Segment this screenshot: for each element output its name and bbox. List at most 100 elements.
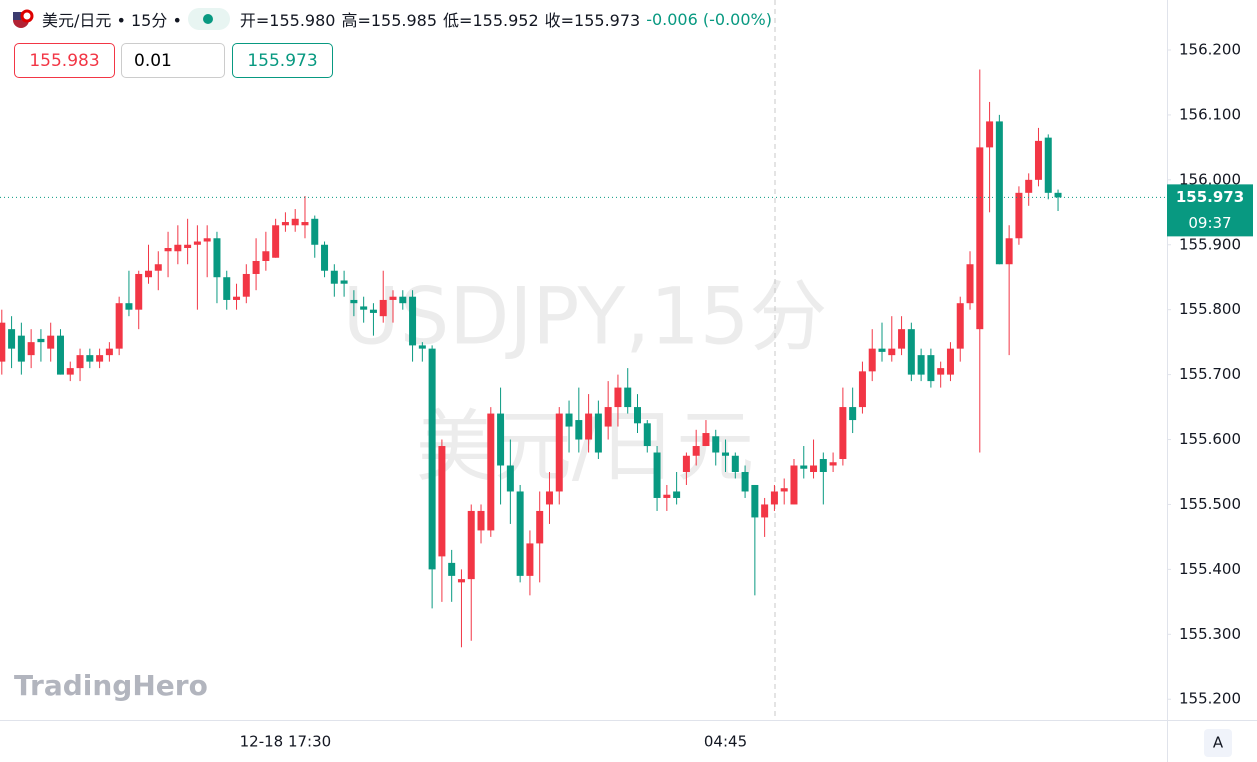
- candle-body: [164, 248, 172, 252]
- candle-body: [340, 280, 348, 284]
- candle-body: [673, 491, 681, 498]
- candle-body: [506, 465, 514, 492]
- candle-body: [174, 244, 182, 252]
- candle-body: [966, 264, 974, 304]
- candle-body: [790, 465, 798, 505]
- candle-body: [702, 433, 710, 447]
- candle-body: [184, 244, 192, 249]
- axis-button[interactable]: [1204, 729, 1232, 757]
- flag: [13, 9, 34, 28]
- candle-body: [497, 413, 505, 466]
- sell-button[interactable]: 155.983: [14, 43, 115, 78]
- candle-body: [751, 484, 759, 518]
- candle-body: [262, 251, 270, 261]
- candle-body: [438, 446, 446, 557]
- countdown-label: 09:37: [1188, 214, 1231, 232]
- candle-body: [536, 510, 544, 544]
- candle-body: [203, 238, 211, 242]
- change: -0.006 (-0.00%): [646, 9, 772, 29]
- candle-body: [17, 335, 25, 362]
- candle-body: [272, 225, 280, 258]
- candle-body: [311, 218, 319, 245]
- candle-body: [995, 121, 1003, 265]
- candle-body: [917, 355, 925, 375]
- candle-body: [1005, 238, 1013, 265]
- candle-body: [819, 459, 827, 472]
- candle-body: [145, 270, 152, 278]
- candle-body: [467, 510, 475, 580]
- candle-body: [722, 452, 730, 456]
- candle-body: [653, 452, 661, 498]
- candle-body: [154, 264, 162, 271]
- candle-body: [330, 270, 338, 284]
- candle-body: [193, 241, 201, 245]
- y-tick-label: 155.500: [1179, 495, 1241, 513]
- candle-body: [545, 491, 553, 505]
- candle-body: [956, 303, 964, 349]
- candle-body: [369, 309, 377, 313]
- candle-body: [878, 348, 886, 352]
- candle-body: [663, 494, 671, 498]
- candle-body: [105, 348, 113, 356]
- candle-body: [360, 306, 368, 310]
- candle-body: [643, 423, 651, 447]
- candle-body: [946, 348, 954, 375]
- candle-body: [321, 244, 329, 271]
- candle-body: [575, 420, 583, 440]
- candle-body: [858, 371, 866, 408]
- candle-body: [594, 413, 602, 453]
- candle-body: [1054, 192, 1062, 198]
- y-tick-label: 155.200: [1179, 690, 1241, 708]
- candle-body: [565, 413, 573, 427]
- candle-body: [379, 299, 387, 317]
- candle-body: [477, 510, 485, 531]
- y-tick-label: 156.000: [1179, 170, 1241, 188]
- candle-body: [731, 455, 739, 472]
- candle-body: [233, 296, 241, 300]
- candle-body: [66, 368, 74, 375]
- candle-body: [86, 355, 94, 362]
- candle-body: [457, 579, 465, 583]
- candle-body: [1044, 137, 1052, 193]
- candle-body: [829, 462, 837, 466]
- header: 美元/日元 • 15分 • 开=155.980 高=155.985 低=155.…: [12, 7, 778, 31]
- y-tick-label: 155.900: [1179, 235, 1241, 253]
- candle-body: [56, 335, 64, 375]
- candle-body: [428, 348, 436, 570]
- candle-body: [252, 260, 260, 274]
- candle-body: [27, 342, 35, 356]
- ohlc-close: 收=155.973: [544, 11, 641, 30]
- candle-body: [1034, 140, 1042, 180]
- candle-body: [634, 407, 641, 424]
- candle-body: [96, 355, 104, 362]
- last-price-tag: [1167, 184, 1253, 237]
- watermark-name: 美元/日元: [416, 402, 754, 492]
- candle-body: [555, 413, 563, 492]
- axis-button-label[interactable]: A: [1213, 734, 1224, 752]
- candle-body: [682, 455, 690, 472]
- logo: TradingHero: [14, 669, 208, 702]
- x-tick-label: 12-18 17:30: [240, 733, 332, 751]
- buy-button[interactable]: 155.973: [232, 43, 333, 78]
- candle-body: [487, 413, 495, 531]
- y-tick-label: 155.600: [1179, 430, 1241, 448]
- last-price-label: 155.973: [1176, 188, 1244, 206]
- candle-body: [692, 446, 700, 456]
- ohlc-open: 开=155.980: [239, 11, 336, 30]
- candle-body: [849, 407, 857, 421]
- candle-body: [780, 488, 788, 492]
- candle-body: [761, 504, 769, 518]
- candle-body: [125, 303, 133, 310]
- candle-body: [907, 329, 915, 375]
- candle-body: [291, 218, 299, 226]
- quantity-input[interactable]: 0.01: [121, 43, 225, 78]
- plot: [0, 69, 1167, 648]
- y-tick-label: 156.200: [1179, 40, 1241, 58]
- candle-body: [8, 329, 16, 349]
- candle-body: [135, 273, 143, 310]
- candle-body: [614, 387, 622, 408]
- y-tick-label: 155.800: [1179, 300, 1241, 318]
- ohlc-low: 低=155.952: [443, 11, 539, 30]
